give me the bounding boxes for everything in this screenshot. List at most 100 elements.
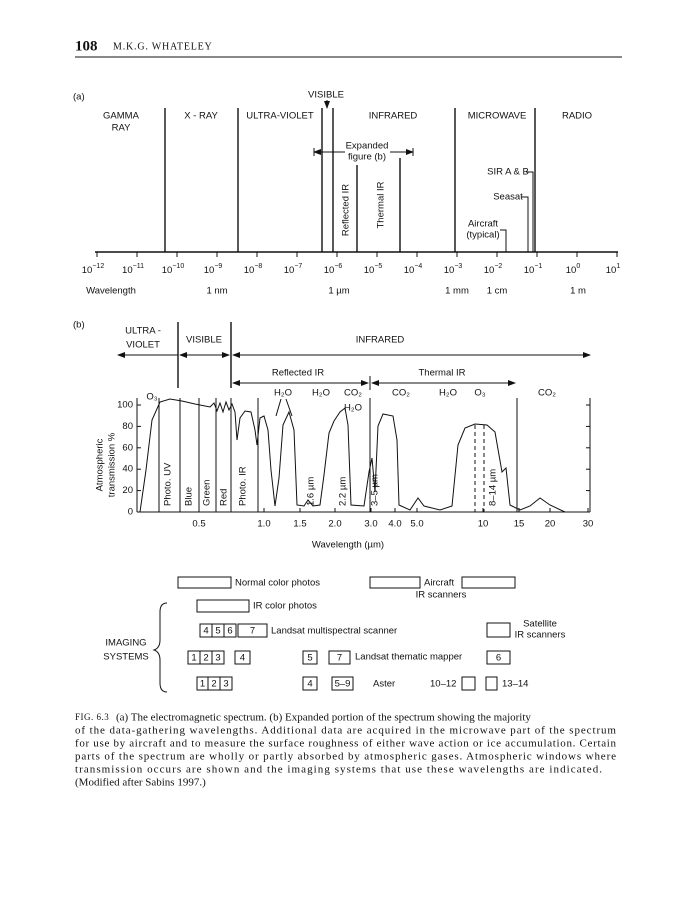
tick-exponent: −10: [172, 263, 184, 270]
wavelength-label: 1 mm: [445, 286, 469, 297]
annotation: (typical): [466, 230, 499, 241]
band-number: 5: [307, 653, 312, 664]
y-tick-label: 100: [117, 400, 133, 411]
band-label: Photo. UV: [163, 462, 174, 506]
tick-label: 101: [606, 263, 621, 276]
tick-exponent: −5: [374, 263, 382, 270]
band-number: 1: [200, 679, 205, 690]
caption-line: (Modified after Sabins 1997.): [75, 777, 206, 789]
band-number: 13–14: [502, 679, 528, 690]
band-label: Blue: [184, 487, 195, 506]
page-number: 108: [75, 38, 98, 54]
region-label: ULTRA-VIOLET: [246, 111, 314, 122]
tick-label: 10−1: [524, 263, 543, 276]
bracket: [526, 171, 534, 252]
tick-label: 10−8: [244, 263, 263, 276]
band-label: 3–5 µm: [370, 474, 381, 506]
tick-exponent: −3: [454, 263, 462, 270]
band-number: 7: [250, 626, 255, 637]
panel-label: (a): [73, 92, 85, 103]
gas-label: CO₂: [392, 388, 410, 399]
band-number: 6: [496, 653, 501, 664]
band-label: Green: [202, 480, 213, 506]
band-label: 8–14 µm: [488, 469, 499, 506]
gas-label: CO₂: [538, 388, 556, 399]
region-label: INFRARED: [356, 335, 405, 346]
band-number: 4: [203, 626, 208, 637]
tick-label: 10−3: [444, 263, 463, 276]
annotation: figure (b): [348, 152, 386, 163]
bracket: [500, 229, 507, 252]
x-tick-label: 15: [514, 519, 525, 530]
x-tick-label: 1.0: [257, 519, 270, 530]
brace: [152, 602, 168, 693]
region-label: VIOLET: [126, 340, 160, 351]
tick-base: 10: [82, 265, 93, 276]
tick-exponent: 1: [616, 263, 620, 270]
band-number: 3: [223, 679, 228, 690]
tick-label: 10−6: [324, 263, 343, 276]
region-label: VISIBLE: [186, 335, 222, 346]
system-label: Satellite: [523, 619, 557, 630]
band-number: 5–9: [335, 679, 351, 690]
bracket: [521, 196, 529, 252]
tick-exponent: −6: [334, 263, 342, 270]
annotation: Expanded: [346, 141, 389, 152]
box: [485, 676, 498, 691]
band-number: 4: [240, 653, 245, 664]
box: [486, 622, 511, 638]
x-tick-label: 1.5: [293, 519, 306, 530]
band-number: 10–12: [430, 679, 456, 690]
box: [196, 599, 250, 613]
tick-base: 10: [244, 265, 255, 276]
x-tick-label: 20: [545, 519, 556, 530]
box: [331, 676, 354, 691]
transmission-curve: [139, 398, 566, 513]
band-number: 2: [203, 653, 208, 664]
tick-base: 10: [524, 265, 535, 276]
wavelength-label: 1 µm: [328, 286, 349, 297]
tick-exponent: −7: [294, 263, 302, 270]
wavelength-label: Wavelength: [86, 286, 136, 297]
y-tick-label: 20: [122, 485, 133, 496]
region-label: INFRARED: [369, 111, 418, 122]
panel-label: (b): [73, 320, 85, 331]
caption-line: (a) The electromagnetic spectrum. (b) Ex…: [116, 712, 531, 724]
gas-label: O₃: [474, 388, 485, 399]
x-tick-label: 4.0: [388, 519, 401, 530]
tick-base: 10: [606, 265, 617, 276]
region-label: GAMMA: [103, 111, 140, 122]
caption-line: transmission occurs are shown and the im…: [75, 764, 602, 776]
pointer: [275, 398, 282, 417]
wavelength-label: 1 cm: [487, 286, 508, 297]
tick-label: 10−12: [82, 263, 105, 276]
gas-label: O₃: [146, 392, 157, 403]
band-label: Red: [219, 489, 230, 506]
band-number: 5: [215, 626, 220, 637]
pointer: [285, 398, 293, 417]
band-number: 3: [215, 653, 220, 664]
region-label: RADIO: [562, 111, 592, 122]
x-tick-label: 0.5: [192, 519, 205, 530]
tick-base: 10: [404, 265, 415, 276]
tick-base: 10: [364, 265, 375, 276]
gas-label: CO₂: [344, 388, 362, 399]
tick-base: 10: [324, 265, 335, 276]
tick-exponent: −8: [254, 263, 262, 270]
tick-base: 10: [284, 265, 295, 276]
caption-line: parts of the spectrum are wholly or part…: [75, 751, 616, 763]
gas-label: H₂O: [439, 388, 457, 399]
system-label: IR scanners: [515, 630, 566, 641]
box: [211, 650, 225, 665]
tick-exponent: −4: [414, 263, 422, 270]
range-label: Reflected IR: [272, 368, 324, 379]
box: [461, 576, 516, 589]
band-number: 1: [191, 653, 196, 664]
band-number: 2: [211, 679, 216, 690]
band-number: 4: [307, 679, 312, 690]
section-label: IMAGING: [105, 638, 146, 649]
tick-base: 10: [566, 265, 577, 276]
band-label: Photo. IR: [238, 466, 249, 506]
annotation: Aircraft: [468, 219, 498, 230]
